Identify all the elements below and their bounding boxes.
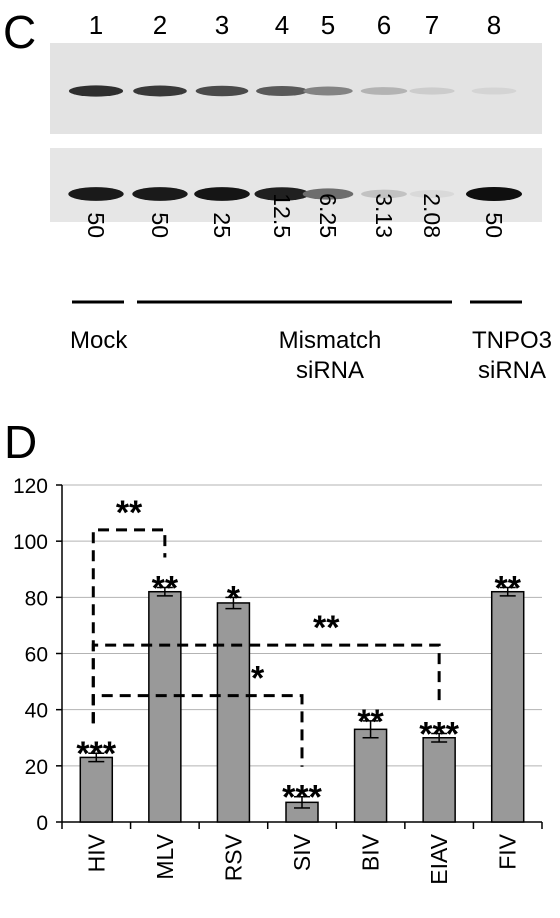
top-blot-band: [195, 85, 249, 97]
significance-label: **: [152, 570, 179, 608]
bar-mlv: [148, 590, 182, 823]
category-label: BIV: [358, 833, 384, 871]
blot-top: [50, 43, 542, 134]
category-label: EIAV: [426, 833, 452, 884]
panel-d-letter: D: [4, 416, 37, 468]
comparison-label: *: [251, 660, 265, 698]
lane-number: 6: [377, 10, 391, 40]
category-label: MLV: [152, 833, 178, 879]
lane-number: 4: [275, 10, 289, 40]
lane-number: 5: [321, 10, 335, 40]
significance-label: ***: [76, 735, 116, 773]
significance-label: ***: [419, 716, 459, 754]
bottom-blot-band: [254, 187, 310, 201]
lane-number: 1: [89, 10, 103, 40]
comparison-bracket: [91, 643, 441, 724]
category-label: RSV: [220, 833, 246, 881]
group-label: Mock: [70, 327, 128, 354]
bar-eiav: [422, 737, 456, 823]
concentration-label: 2.08: [419, 193, 445, 238]
top-blot-band: [360, 87, 408, 95]
concentration-label: 12.5: [269, 193, 295, 238]
comparison-label: **: [313, 609, 340, 647]
concentration-label: 50: [147, 212, 173, 238]
top-blot-band: [133, 85, 187, 97]
concentration-label: 50: [481, 212, 507, 238]
y-tick-label: 20: [25, 756, 48, 779]
blot-bottom: [50, 148, 542, 222]
group-label: siRNA: [296, 357, 364, 384]
group-label: Mismatch: [279, 327, 382, 354]
category-label: HIV: [83, 833, 109, 872]
top-blot-band: [471, 87, 517, 95]
y-tick-label: 80: [25, 587, 48, 610]
bar-rsv: [216, 602, 251, 823]
bar-biv: [353, 728, 388, 823]
top-blot-band: [68, 85, 124, 97]
concentration-label: 25: [209, 212, 235, 238]
bottom-blot-band: [194, 187, 250, 201]
bottom-blot-band: [132, 187, 188, 201]
lane-number: 8: [487, 10, 501, 40]
concentration-label: 50: [83, 212, 109, 238]
group-label: siRNA: [478, 357, 546, 384]
y-tick-label: 40: [25, 700, 48, 723]
group-label: TNPO3: [472, 327, 552, 354]
significance-label: **: [357, 703, 384, 741]
bottom-blot-band: [302, 188, 354, 200]
y-tick-label: 0: [36, 812, 48, 835]
bottom-blot-band: [68, 187, 124, 201]
bottom-blot-band: [361, 189, 407, 199]
lane-number: 7: [425, 10, 439, 40]
comparison-bracket: [91, 528, 167, 724]
comparison-bracket: [91, 694, 304, 767]
y-tick-label: 120: [13, 475, 48, 498]
comparison-label: **: [116, 494, 143, 532]
panel-c-letter: C: [3, 6, 36, 58]
top-blot-band: [303, 86, 353, 96]
lane-number: 2: [153, 10, 167, 40]
category-label: SIV: [289, 833, 315, 871]
concentration-labels: 50 50 25 12.5 6.25 3.13 2.08 50: [83, 193, 507, 238]
lane-numbers: 1 2 3 4 5 6 7 8: [89, 10, 501, 40]
concentration-label: 6.25: [315, 193, 341, 238]
bar-hiv: [79, 756, 114, 823]
concentration-label: 3.13: [371, 193, 397, 238]
bottom-blot-membrane: [50, 148, 542, 222]
bar-fiv: [490, 590, 525, 823]
lane-number: 3: [215, 10, 229, 40]
significance-label: ***: [282, 779, 322, 817]
y-tick-label: 100: [13, 531, 48, 554]
group-labels: Mock Mismatch siRNA TNPO3 siRNA: [70, 300, 552, 384]
bar-chart: 020406080100120***HIV**MLV*RSV***SIV**BI…: [13, 475, 543, 885]
y-tick-label: 60: [25, 644, 48, 667]
significance-label: **: [494, 570, 521, 608]
bottom-blot-band: [466, 187, 522, 201]
category-label: FIV: [495, 833, 521, 869]
top-blot-band: [256, 85, 308, 97]
significance-label: *: [227, 579, 241, 617]
top-blot-band: [409, 87, 455, 95]
bottom-blot-band: [409, 190, 455, 198]
